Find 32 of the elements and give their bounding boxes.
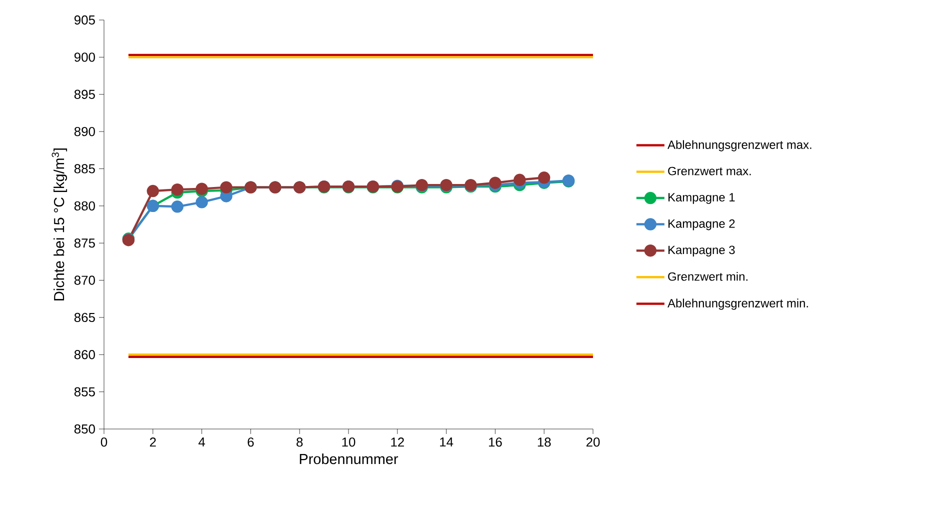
x-tick-label: 16 <box>488 438 502 447</box>
y-tick-label: 860 <box>74 350 95 360</box>
x-axis-title: Probennummer <box>300 454 398 464</box>
x-tick-label: 0 <box>100 438 108 447</box>
x-tick-label: 18 <box>538 438 551 447</box>
legend-label: Ablehnungsgrenzwert max. <box>668 140 812 152</box>
legend-label: Grenzwert min. <box>668 272 748 281</box>
y-tick-label: 900 <box>74 52 95 62</box>
y-tick-label: 870 <box>74 276 95 285</box>
legend-label: Kampagne 1 <box>668 193 735 204</box>
x-tick-label: 2 <box>150 438 156 447</box>
y-axis-title: Dichte bei 15 °C [kg/m$^{3}$] <box>52 148 68 300</box>
y-tick-label: 890 <box>74 126 95 136</box>
y-tick-label: 850 <box>74 424 95 434</box>
x-tick-label: 14 <box>440 438 454 446</box>
x-tick-label: 6 <box>248 438 254 447</box>
x-tick-label: 12 <box>391 438 404 447</box>
x-tick-label: 10 <box>342 438 356 447</box>
legend-label: Kampagne 2 <box>668 219 735 230</box>
x-tick-label: 8 <box>296 438 303 447</box>
y-tick-label: 880 <box>74 201 95 210</box>
y-tick-label: 855 <box>74 387 95 396</box>
legend-label: Ablehnungsgrenzwert min. <box>668 298 808 310</box>
legend-label: Kampagne 3 <box>668 246 735 257</box>
x-tick-label: 20 <box>586 438 600 447</box>
y-tick-label: 885 <box>74 164 95 174</box>
y-tick-label: 905 <box>74 15 95 25</box>
y-tick-label: 895 <box>74 90 95 99</box>
x-tick-label: 4 <box>198 438 206 446</box>
y-tick-label: 875 <box>74 238 95 248</box>
y-tick-label: 865 <box>74 312 95 322</box>
legend-label: Grenzwert max. <box>668 166 751 176</box>
